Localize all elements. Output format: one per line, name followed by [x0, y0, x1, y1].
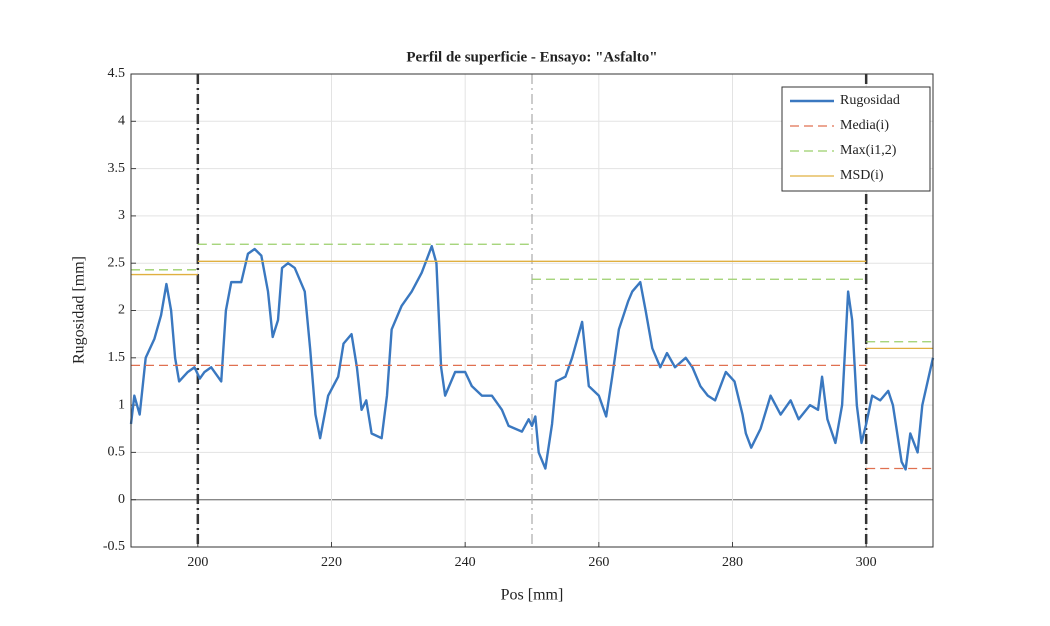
plot-frame — [130, 73, 934, 548]
x-tick-label: 200 — [187, 555, 208, 570]
x-tick-label: 280 — [722, 555, 743, 570]
y-tick-label: 3.5 — [108, 161, 126, 176]
plot-layer: -0.5 0 0.5 1 1.5 2 2.5 3 3.5 4 4.5 200 220 240 260 280 3… — [103, 66, 935, 570]
y-tick-label: 1.5 — [108, 350, 126, 365]
legend-label: Max(i1,2) — [840, 143, 897, 158]
legend-label: MSD(i) — [840, 168, 884, 183]
x-tick-label: 240 — [455, 555, 476, 570]
x-tick-label: 260 — [588, 555, 609, 570]
x-tick-label: 220 — [321, 555, 342, 570]
data-line — [129, 244, 935, 471]
data-line — [131, 260, 933, 349]
y-tick-label: 0 — [118, 492, 125, 507]
y-tick-label: -0.5 — [103, 539, 125, 554]
legend-box — [781, 86, 931, 192]
y-axis-label: Rugosidad [mm] — [71, 256, 88, 364]
legend-label: Media(i) — [840, 118, 889, 133]
y-tick-label: 1 — [118, 397, 125, 412]
y-tick-label: 4.5 — [108, 66, 126, 81]
data-line — [131, 243, 933, 343]
legend-label: Rugosidad — [840, 93, 900, 108]
y-tick-label: 2.5 — [108, 255, 126, 270]
y-tick-label: 0.5 — [108, 445, 126, 460]
y-tick-label: 2 — [118, 303, 125, 318]
y-tick-label: 3 — [118, 208, 125, 223]
x-axis-label: Pos [mm] — [501, 587, 564, 604]
data-line — [131, 364, 933, 470]
x-tick-label: 300 — [856, 555, 877, 570]
chart-title: Perfil de superficie - Ensayo: "Asfalto" — [406, 49, 657, 65]
y-tick-label: 4 — [118, 114, 125, 129]
